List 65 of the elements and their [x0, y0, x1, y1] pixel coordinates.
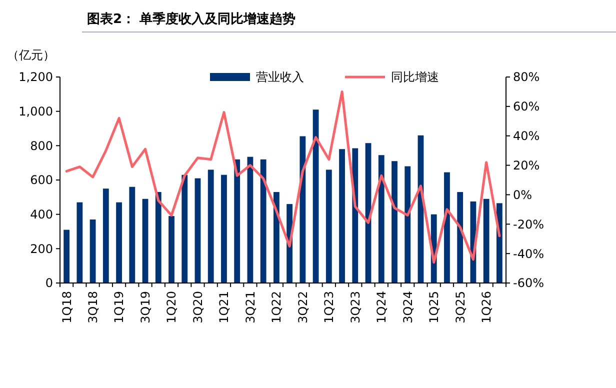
- y2-tick-label: 0%: [513, 188, 532, 202]
- bar: [194, 178, 201, 283]
- x-tick-label: 3Q25: [453, 291, 468, 324]
- bar: [102, 188, 109, 283]
- bar: [129, 186, 136, 283]
- x-tick-label: 3Q24: [400, 291, 415, 324]
- x-tick-label: 1Q20: [164, 291, 179, 324]
- bar: [326, 170, 332, 283]
- y-tick-label: 1,200: [18, 70, 53, 84]
- bar: [392, 161, 398, 283]
- bar: [76, 202, 83, 283]
- x-tick-label: 1Q19: [112, 291, 126, 324]
- legend-label: 同比增速: [391, 70, 439, 84]
- y2-tick-label: 40%: [513, 129, 540, 144]
- line-series: [65, 90, 501, 264]
- y-tick-label: 200: [30, 242, 53, 256]
- x-tick-label: 3Q21: [243, 291, 258, 324]
- x-tick-label: 1Q26: [480, 291, 494, 324]
- bar: [444, 172, 450, 283]
- x-tick-label: 1Q23: [322, 291, 336, 324]
- legend-label: 营业收入: [256, 70, 304, 84]
- bar: [155, 192, 162, 283]
- y-tick-label: 800: [30, 138, 53, 153]
- bar: [221, 174, 227, 283]
- bar: [496, 203, 502, 283]
- bar: [300, 136, 306, 283]
- bar: [273, 192, 280, 283]
- bar: [168, 216, 174, 283]
- y-tick-label: 0: [45, 276, 53, 290]
- x-tick-label: 3Q22: [296, 291, 310, 324]
- bar: [208, 170, 214, 283]
- bar: [247, 156, 254, 283]
- bar: [116, 202, 122, 283]
- y-tick-label: 600: [30, 173, 53, 188]
- x-tick-label: 1Q24: [374, 291, 389, 324]
- x-tick-label: 3Q18: [86, 291, 100, 324]
- x-tick-label: 3Q20: [190, 291, 205, 324]
- y-tick-label: 1,000: [18, 104, 53, 119]
- x-tick-label: 1Q18: [60, 291, 74, 324]
- x-tick-label: 3Q23: [348, 291, 362, 324]
- bar: [234, 159, 240, 283]
- bar: [457, 192, 464, 283]
- bar: [260, 159, 266, 283]
- y-axis-title: （亿元）: [7, 48, 55, 62]
- bar: [182, 174, 188, 283]
- y2-tick-label: 80%: [513, 70, 540, 84]
- y2-tick-label: 60%: [513, 100, 540, 114]
- chart-title: 图表2： 单季度收入及同比增速趋势: [87, 11, 296, 27]
- bar: [404, 166, 411, 283]
- bar: [339, 149, 345, 283]
- bar: [64, 230, 70, 283]
- x-tick-label: 1Q22: [270, 291, 284, 324]
- y2-tick-label: 20%: [513, 158, 540, 172]
- bar: [312, 110, 319, 283]
- x-tick-label: 1Q21: [217, 291, 232, 324]
- y-tick-label: 400: [30, 208, 53, 222]
- bar: [378, 155, 384, 283]
- bar: [142, 198, 148, 283]
- bar: [483, 198, 490, 283]
- y2-tick-label: -40%: [513, 246, 544, 261]
- y2-tick-label: -20%: [513, 217, 544, 232]
- y2-tick-label: -60%: [513, 276, 544, 290]
- x-tick-label: 3Q19: [138, 291, 152, 324]
- bar: [90, 219, 96, 283]
- x-tick-label: 1Q25: [427, 291, 442, 324]
